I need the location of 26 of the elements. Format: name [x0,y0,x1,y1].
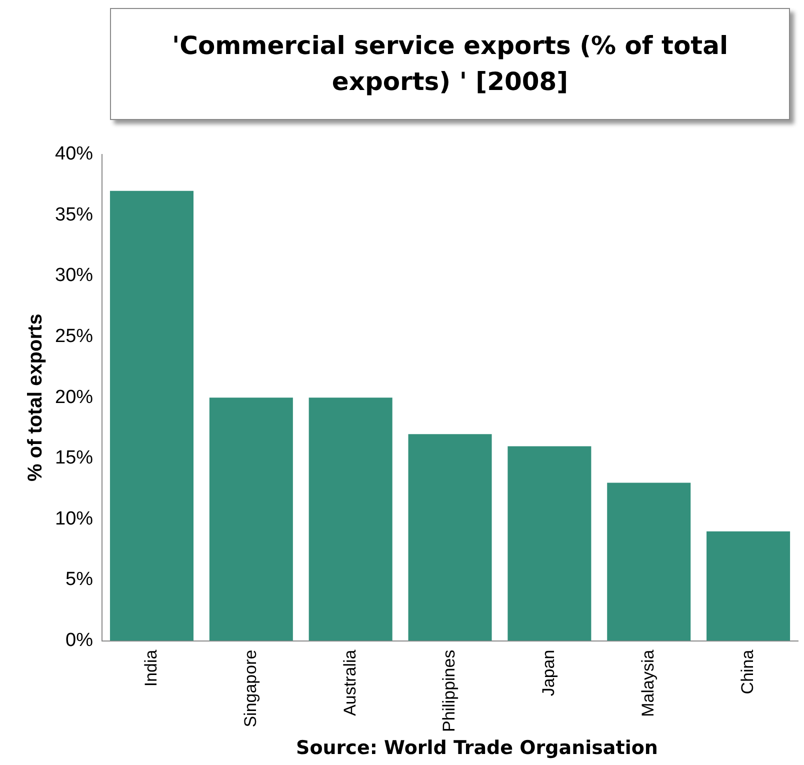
y-axis-title: % of total exports [24,314,47,482]
x-tick-label: Japan [539,650,558,696]
y-tick-label: 5% [66,569,94,590]
bar [408,434,492,641]
x-tick-label: China [738,649,757,694]
chart-title: 'Commercial service exports (% of total exports) ' [2008] [110,8,790,120]
y-tick-label: 30% [54,265,94,286]
bar [508,446,592,641]
y-tick-label: 15% [54,448,94,469]
x-tick-label: India [141,649,160,687]
y-tick-label: 25% [54,326,94,348]
bar [209,398,293,641]
x-tick-label: Singapore [240,650,260,728]
bar [110,190,194,641]
y-tick-label: 35% [54,204,94,226]
y-tick-label: 40% [54,144,94,165]
x-tick-label: Philippines [440,650,459,732]
bar [607,482,691,641]
y-tick-label: 0% [66,630,94,652]
bar [308,398,392,641]
source-note: Source: World Trade Organisation [295,737,659,759]
x-tick-label: Australia [340,649,360,716]
y-tick-label: 20% [54,386,94,408]
y-tick-label: 10% [54,508,94,530]
bar [706,531,790,641]
x-tick-label: Malaysia [638,649,658,717]
